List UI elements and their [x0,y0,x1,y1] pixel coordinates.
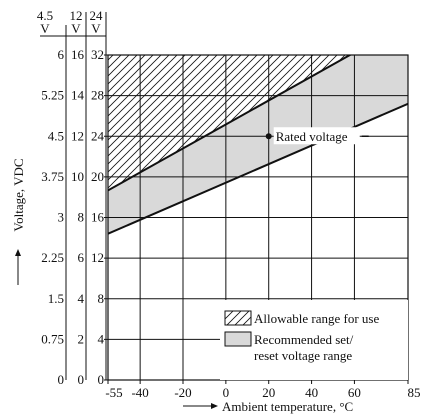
lower-boundary-line [108,102,408,235]
y-tick-label-0-0: 6 [58,47,65,62]
rated-voltage-label: Rated voltage [276,129,348,144]
legend-label-allowable: Allowable range for use [254,311,379,326]
x-axis-label: Ambient temperature, °C [222,399,353,414]
y-tick-label-2-3: 20 [91,169,104,184]
y-tick-label-2-0: 32 [91,47,104,62]
y-tick-label-0-4: 3 [58,210,65,225]
legend-label-recommended-line1: Recommended set/ [254,332,354,347]
y-tick-label-2-7: 4 [98,331,105,346]
y-axis-header-1: 12 [70,8,83,23]
rated-voltage-point [265,133,272,140]
y-tick-label-0-7: 0.75 [41,331,64,346]
x-axis-arrow-head [211,403,218,409]
y-tick-label-0-3: 3.75 [41,169,64,184]
y-tick-label-1-7: 2 [78,331,85,346]
y-axis-unit-1: V [71,21,81,36]
y-tick-label-2-4: 16 [91,210,105,225]
legend-swatch-hatch [224,310,252,326]
y-axis-header-2: 24 [90,8,104,23]
y-tick-label-1-2: 12 [71,128,84,143]
x-tick-label-3: 0 [223,385,230,400]
y-tick-label-2-6: 8 [98,291,105,306]
y-axis-unit-2: V [91,21,101,36]
y-tick-label-2-5: 12 [91,250,104,265]
legend-label-recommended-line2: reset voltage range [254,348,352,363]
x-tick-label-5: 40 [305,385,318,400]
upper-boundary-line [108,55,352,192]
rated-voltage-label-bg [273,127,360,145]
x-tick-label-4: 20 [262,385,275,400]
y-axis-unit-0: V [40,21,50,36]
y-tick-label-0-8: 0 [58,372,65,387]
x-tick-label-6: 60 [348,385,361,400]
y-tick-label-1-8: 0 [78,372,85,387]
y-tick-label-0-6: 1.5 [48,291,64,306]
y-tick-label-2-1: 28 [91,88,104,103]
y-tick-label-0-2: 4.5 [48,128,64,143]
y-tick-label-1-1: 14 [71,88,85,103]
x-tick-label-1: -40 [131,385,148,400]
y-tick-label-0-5: 2.25 [41,250,64,265]
y-tick-label-2-2: 24 [91,128,105,143]
y-tick-label-1-6: 4 [78,291,85,306]
legend-swatch-gray [224,331,252,347]
x-tick-label-7: 85 [408,385,421,400]
y-axis-header-0: 4.5 [37,8,53,23]
y-tick-label-1-0: 16 [71,47,85,62]
y-tick-label-1-5: 6 [78,250,85,265]
y-tick-label-2-8: 0 [98,372,105,387]
x-tick-label-2: -20 [174,385,191,400]
y-axis-arrow-head [15,249,21,256]
x-tick-label-0: -55 [105,385,122,400]
y-axis-label: Voltage, VDC [11,158,26,231]
y-tick-label-1-3: 10 [71,169,84,184]
y-tick-label-0-1: 5.25 [41,88,64,103]
y-tick-label-1-4: 8 [78,210,85,225]
